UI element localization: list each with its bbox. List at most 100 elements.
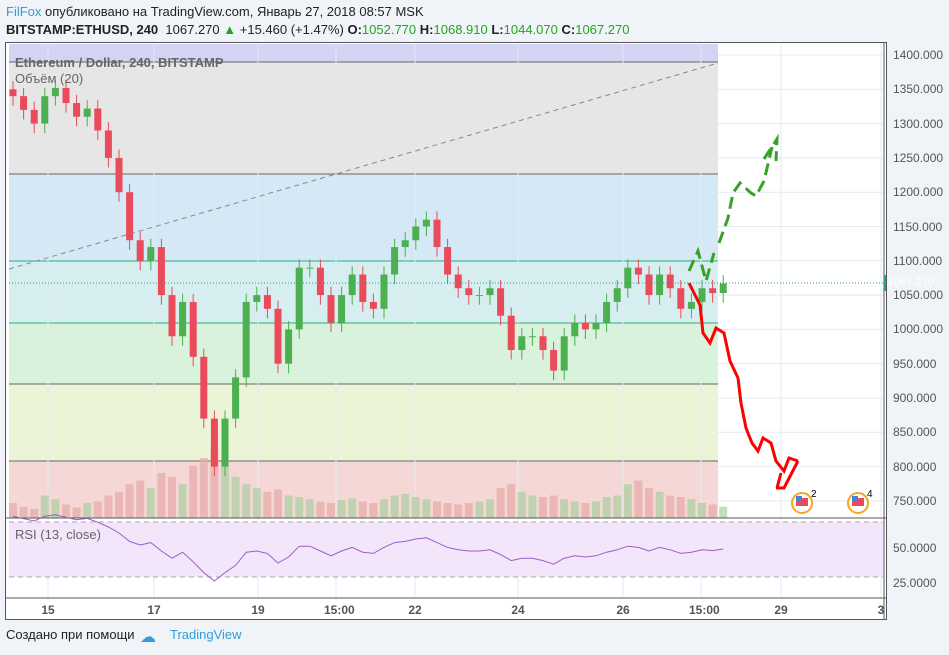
- candle: [518, 336, 526, 350]
- author-link[interactable]: FilFox: [6, 4, 42, 19]
- price-tick: 1200.000: [893, 185, 944, 200]
- candle: [656, 274, 664, 296]
- volume-bar: [613, 495, 622, 518]
- candle: [83, 108, 91, 117]
- time-tick: 15:00: [324, 603, 355, 617]
- time-tick: 24: [511, 603, 525, 617]
- candle: [560, 336, 568, 371]
- candle: [115, 157, 123, 193]
- time-tick: 15: [41, 603, 55, 617]
- candle: [412, 226, 420, 241]
- up-arrow-icon: ▲: [223, 22, 237, 37]
- candle: [401, 240, 409, 248]
- candle: [51, 87, 59, 97]
- volume-bar: [72, 507, 81, 518]
- volume-bar: [9, 503, 17, 518]
- trend-line[interactable]: [8, 62, 719, 270]
- economic-event-icon[interactable]: 2: [791, 489, 817, 514]
- volume-bar: [327, 503, 335, 518]
- created-with: Создано при помощи: [6, 627, 135, 642]
- symbol-info: BITSTAMP:ETHUSD, 240 1067.270 ▲ +15.460 …: [6, 22, 629, 37]
- candle: [147, 247, 155, 261]
- fib-band: [9, 174, 718, 261]
- tradingview-link[interactable]: TradingView: [170, 627, 242, 642]
- volume-bar: [719, 506, 728, 518]
- time-tick: 22: [408, 603, 422, 617]
- candle: [316, 267, 324, 296]
- candle: [263, 295, 271, 309]
- candle: [221, 418, 229, 467]
- volume-bar: [581, 503, 590, 518]
- rsi-tick: 50.0000: [893, 541, 937, 555]
- volume-bar: [676, 497, 685, 518]
- candle: [369, 301, 377, 309]
- price-tag: [884, 275, 886, 291]
- volume-bar: [454, 504, 463, 518]
- volume-bar: [40, 495, 49, 518]
- volume-bar: [104, 495, 113, 518]
- volume-bar: [549, 495, 558, 518]
- candle: [306, 267, 314, 269]
- volume-bar: [316, 501, 325, 518]
- time-tick: 26: [616, 603, 630, 617]
- time-tick: 3: [877, 603, 885, 617]
- volume-bar: [634, 480, 643, 518]
- volume-bar: [645, 488, 653, 518]
- price-tick: 1000.000: [893, 322, 944, 337]
- volume-bar: [125, 484, 134, 518]
- candle: [624, 267, 632, 289]
- low: 1044.070: [503, 22, 558, 37]
- volume-bar: [369, 503, 378, 518]
- volume-bar: [19, 506, 28, 518]
- candle: [634, 267, 642, 275]
- candle: [677, 288, 685, 309]
- candle: [550, 349, 558, 371]
- fib-band: [9, 44, 718, 62]
- candle: [274, 308, 282, 364]
- rsi-line: [12, 514, 724, 582]
- volume-bar: [358, 501, 367, 518]
- open: 1052.770: [361, 22, 417, 37]
- volume-bar: [136, 480, 145, 518]
- volume-bar: [560, 499, 569, 518]
- volume-bar: [305, 499, 314, 518]
- volume-bar: [507, 484, 516, 518]
- last-price: 1067.270: [165, 22, 220, 37]
- symbol: BITSTAMP:ETHUSD, 240: [6, 22, 159, 37]
- candle: [136, 240, 144, 261]
- volume-bar: [93, 501, 102, 518]
- high: 1068.910: [433, 22, 488, 37]
- price-tick: 850.000: [893, 425, 937, 440]
- candle: [94, 108, 102, 131]
- candle: [285, 329, 293, 364]
- bearish-arrow-drawing[interactable]: [687, 282, 800, 490]
- volume-bar: [62, 504, 70, 518]
- candle: [9, 89, 17, 97]
- volume-bar: [464, 503, 473, 518]
- volume-bar: [687, 499, 696, 518]
- fib-band: [9, 384, 718, 461]
- candle: [391, 247, 399, 275]
- volume-bar: [475, 501, 484, 518]
- candle: [380, 274, 388, 309]
- candle: [475, 295, 483, 297]
- volume-bar: [411, 497, 420, 518]
- volume-bar: [157, 473, 166, 518]
- price-tick: 1350.000: [893, 82, 944, 97]
- candle: [603, 301, 611, 323]
- h-label: H:: [419, 22, 434, 37]
- candle: [253, 295, 261, 302]
- volume-bar: [708, 504, 717, 518]
- candle: [359, 274, 367, 302]
- candle: [104, 130, 112, 158]
- l-label: L:: [491, 22, 504, 37]
- economic-event-icon[interactable]: 4: [847, 489, 873, 514]
- volume-bar: [443, 503, 452, 518]
- time-tick: 19: [251, 603, 265, 617]
- bullish-arrow-drawing[interactable]: [687, 133, 779, 287]
- price-tick: 950.000: [893, 356, 937, 371]
- volume-bar: [592, 501, 600, 518]
- volume-bar: [337, 500, 346, 518]
